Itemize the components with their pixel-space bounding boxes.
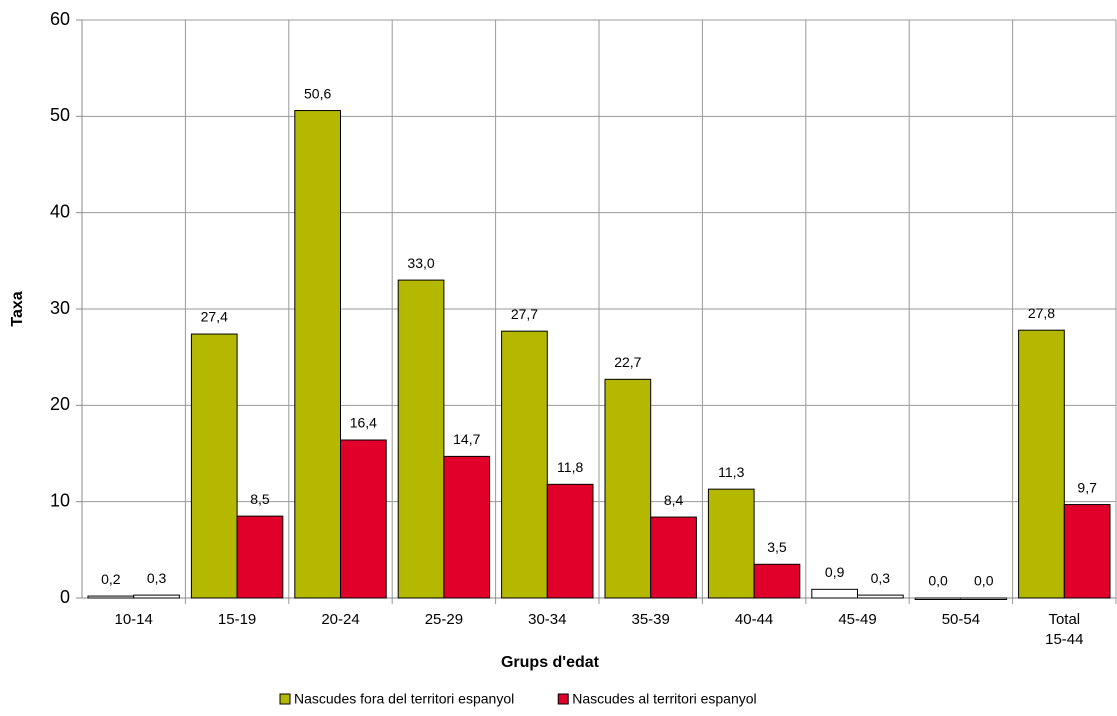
legend-label: Nascudes fora del territori espanyol	[294, 691, 514, 707]
value-label: 27,4	[201, 309, 228, 325]
value-label: 11,3	[718, 464, 744, 480]
y-tick-label: 20	[50, 394, 70, 414]
bar	[236, 515, 284, 599]
value-label: 8,5	[250, 491, 270, 507]
value-label: 33,0	[407, 255, 434, 271]
value-label: 0,0	[928, 573, 948, 589]
bar	[753, 563, 801, 599]
y-tick-label: 60	[50, 9, 70, 29]
value-label: 27,8	[1028, 305, 1055, 321]
x-tick-label: 15-19	[218, 611, 256, 628]
value-label: 9,7	[1077, 479, 1097, 495]
x-tick-label: 35-39	[632, 611, 670, 628]
value-label: 0,2	[101, 571, 121, 587]
y-tick-label: 30	[50, 298, 70, 318]
value-label: 0,3	[147, 570, 167, 586]
value-label: 0,3	[871, 570, 891, 586]
x-tick-label: 40-44	[735, 611, 773, 628]
legend-swatch	[279, 693, 291, 705]
x-tick-label: 10-14	[115, 611, 153, 628]
bar	[340, 439, 387, 599]
legend-label: Nascudes al territori espanyol	[572, 691, 756, 707]
bar	[87, 595, 135, 599]
x-tick-label: 20-24	[321, 611, 359, 628]
value-label: 8,4	[664, 492, 684, 508]
bar	[501, 330, 548, 599]
x-tick-label: Total 15-44	[1045, 611, 1083, 648]
x-tick-label: 45-49	[838, 611, 876, 628]
value-label: 0,0	[974, 573, 994, 589]
value-label: 50,6	[304, 85, 331, 101]
bar	[604, 378, 652, 599]
bar	[546, 483, 594, 599]
bar	[133, 594, 180, 599]
y-tick-label: 0	[60, 587, 70, 607]
bar	[650, 516, 697, 599]
value-label: 16,4	[350, 415, 377, 431]
y-tick-label: 10	[50, 490, 70, 510]
bar	[1018, 329, 1065, 599]
bar	[294, 110, 341, 599]
y-tick-label: 50	[50, 105, 70, 125]
bar	[914, 597, 962, 600]
value-label: 22,7	[614, 354, 641, 370]
bar	[190, 333, 238, 599]
bar	[960, 597, 1008, 600]
y-tick-label: 40	[50, 201, 70, 221]
y-axis-title: Taxa	[9, 291, 26, 326]
value-label: 14,7	[453, 431, 480, 447]
bar	[443, 455, 491, 599]
legend-swatch	[557, 693, 569, 705]
bar	[857, 594, 904, 599]
x-tick-label: 25-29	[425, 611, 463, 628]
value-label: 27,7	[511, 306, 538, 322]
bar	[397, 279, 445, 599]
x-axis-title: Grups d'edat	[501, 654, 600, 671]
bar	[707, 488, 755, 599]
bar	[1063, 504, 1111, 599]
value-label: 11,8	[557, 459, 583, 475]
x-tick-label: 50-54	[942, 611, 980, 628]
value-label: 3,5	[767, 539, 787, 555]
x-tick-label: 30-34	[528, 611, 566, 628]
bar	[811, 588, 858, 599]
value-label: 0,9	[825, 564, 845, 580]
